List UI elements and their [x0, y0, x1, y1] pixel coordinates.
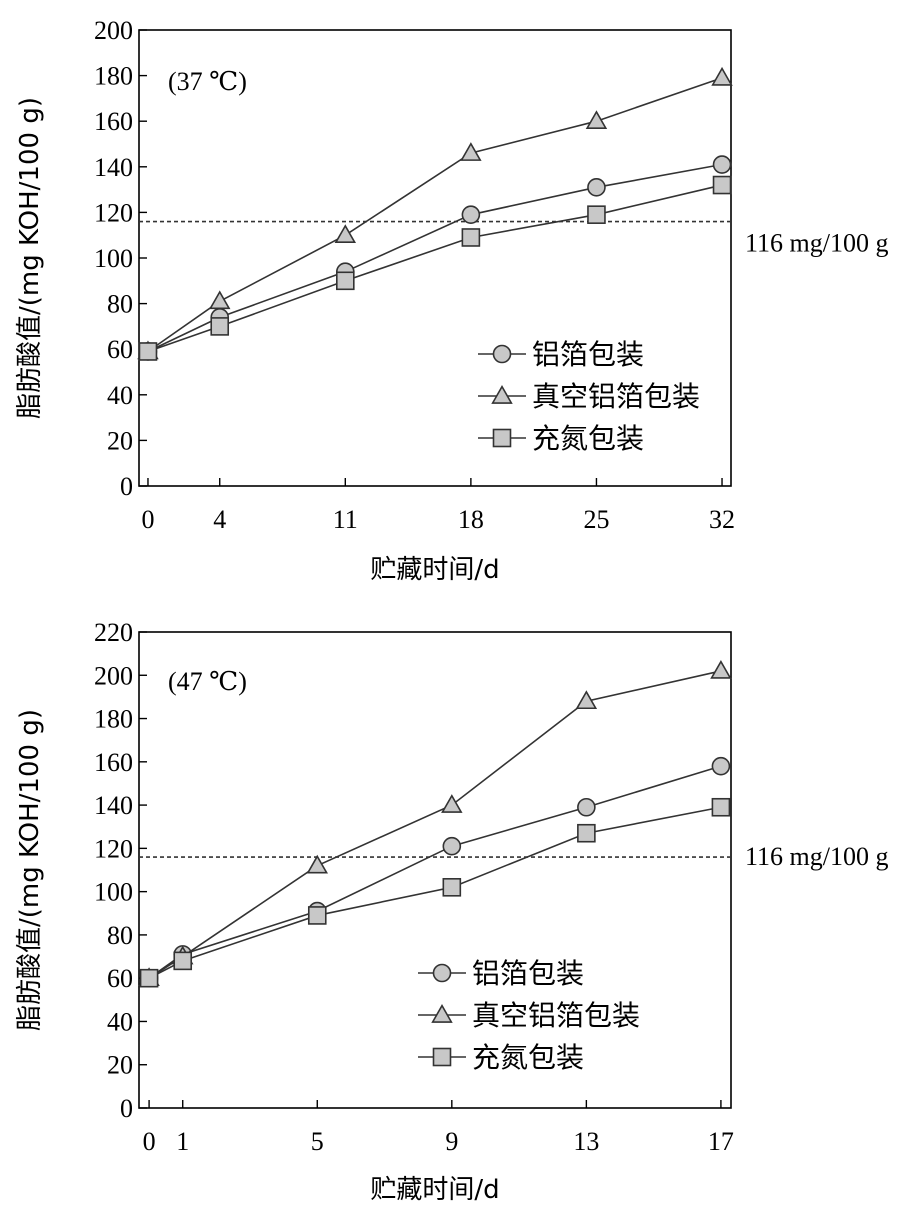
y-tick-label: 100	[94, 878, 133, 907]
temperature-annotation: (47 ℃)	[168, 667, 247, 696]
data-point-circle	[442, 836, 462, 856]
data-point-square	[587, 205, 606, 224]
series-line-square	[148, 806, 722, 979]
data-point-triangle	[306, 854, 329, 874]
data-point-triangle	[460, 142, 482, 161]
data-point-square	[138, 342, 158, 361]
legend-label: 真空铝箔包装	[532, 380, 700, 413]
x-tick-label: 0	[143, 1127, 156, 1156]
legend-marker-circle	[492, 344, 512, 364]
legend-marker-square	[492, 428, 512, 448]
legend-label: 真空铝箔包装	[472, 999, 640, 1032]
y-tick-label: 60	[107, 335, 133, 364]
y-tick-label: 40	[107, 1007, 133, 1036]
y-tick-label: 80	[107, 290, 133, 319]
x-tick-label: 4	[213, 505, 226, 534]
reference-line-label: 116 mg/100 g	[745, 229, 888, 258]
data-point-triangle	[585, 110, 608, 130]
y-tick-label: 200	[94, 661, 133, 690]
legend-marker-triangle	[491, 385, 513, 404]
y-tick-label: 160	[94, 748, 133, 777]
legend-marker-square	[432, 1047, 452, 1067]
data-point-square	[210, 317, 230, 336]
legend-label: 充氮包装	[472, 1041, 584, 1074]
legend-label: 铝箔包装	[472, 957, 584, 990]
x-tick-label: 32	[709, 505, 735, 534]
data-point-square	[173, 951, 193, 971]
y-tick-label: 40	[107, 381, 133, 410]
series-line-square	[147, 184, 723, 353]
plot-frame	[138, 631, 732, 1109]
y-tick-label: 220	[94, 618, 133, 647]
data-point-circle	[711, 756, 731, 776]
data-point-square	[712, 175, 732, 195]
reference-line-label: 116 mg/100 g	[745, 842, 888, 871]
data-point-circle	[712, 155, 732, 174]
x-tick-label: 9	[445, 1127, 458, 1156]
data-point-triangle	[441, 794, 463, 813]
y-tick-label: 140	[94, 153, 133, 182]
x-tick-label: 25	[583, 505, 609, 534]
data-point-triangle	[575, 690, 598, 710]
y-tick-label: 20	[107, 1051, 133, 1080]
data-point-circle	[587, 178, 606, 197]
data-point-square	[336, 271, 355, 291]
x-axis-title: 贮藏时间/d	[370, 1175, 499, 1205]
y-tick-label: 20	[107, 426, 133, 455]
data-point-circle	[461, 205, 481, 224]
x-axis-title: 贮藏时间/d	[370, 555, 499, 585]
y-tick-label: 0	[120, 1094, 133, 1123]
data-point-triangle	[208, 290, 231, 310]
y-tick-label: 180	[94, 62, 133, 91]
x-tick-label: 5	[311, 1127, 324, 1156]
x-tick-label: 13	[573, 1127, 599, 1156]
legend-label: 充氮包装	[532, 422, 644, 455]
y-tick-label: 120	[94, 198, 133, 227]
legend-marker-circle	[432, 963, 452, 983]
y-tick-label: 60	[107, 964, 133, 993]
legend-marker-triangle	[431, 1004, 453, 1023]
data-point-square	[139, 968, 159, 988]
series-line-circle	[147, 163, 723, 353]
data-point-circle	[577, 797, 596, 817]
data-point-square	[711, 797, 731, 817]
x-tick-label: 11	[333, 505, 358, 534]
y-tick-label: 120	[94, 834, 133, 863]
y-tick-label: 160	[94, 107, 133, 136]
y-tick-label: 200	[94, 16, 133, 45]
x-tick-label: 18	[458, 505, 484, 534]
data-point-square	[577, 823, 596, 843]
x-tick-label: 1	[176, 1127, 189, 1156]
legend-label: 铝箔包装	[532, 338, 644, 371]
y-tick-label: 80	[107, 921, 133, 950]
data-point-square	[461, 228, 481, 247]
y-axis-title: 脂肪酸值/(mg KOH/100 g)	[15, 97, 45, 419]
data-point-triangle	[710, 659, 732, 679]
chart-37c: 0 20 40 60 80 100 120 140 160 180 200 0 4 11 18 25 32 贮藏时…	[15, 16, 888, 585]
series-line-triangle	[147, 77, 723, 353]
plot-frame	[138, 29, 732, 487]
x-tick-label: 17	[708, 1127, 734, 1156]
x-tick-label: 0	[141, 505, 154, 534]
y-axis-title: 脂肪酸值/(mg KOH/100 g)	[15, 709, 45, 1031]
y-tick-label: 0	[120, 472, 133, 501]
y-tick-label: 140	[94, 791, 133, 820]
data-point-triangle	[334, 224, 357, 244]
data-point-square	[307, 906, 327, 925]
y-tick-label: 100	[94, 244, 133, 273]
data-point-square	[442, 878, 462, 897]
data-point-triangle	[711, 66, 733, 86]
series-line-circle	[148, 765, 722, 979]
y-tick-label: 180	[94, 705, 133, 734]
temperature-annotation: (37 ℃)	[168, 67, 247, 96]
